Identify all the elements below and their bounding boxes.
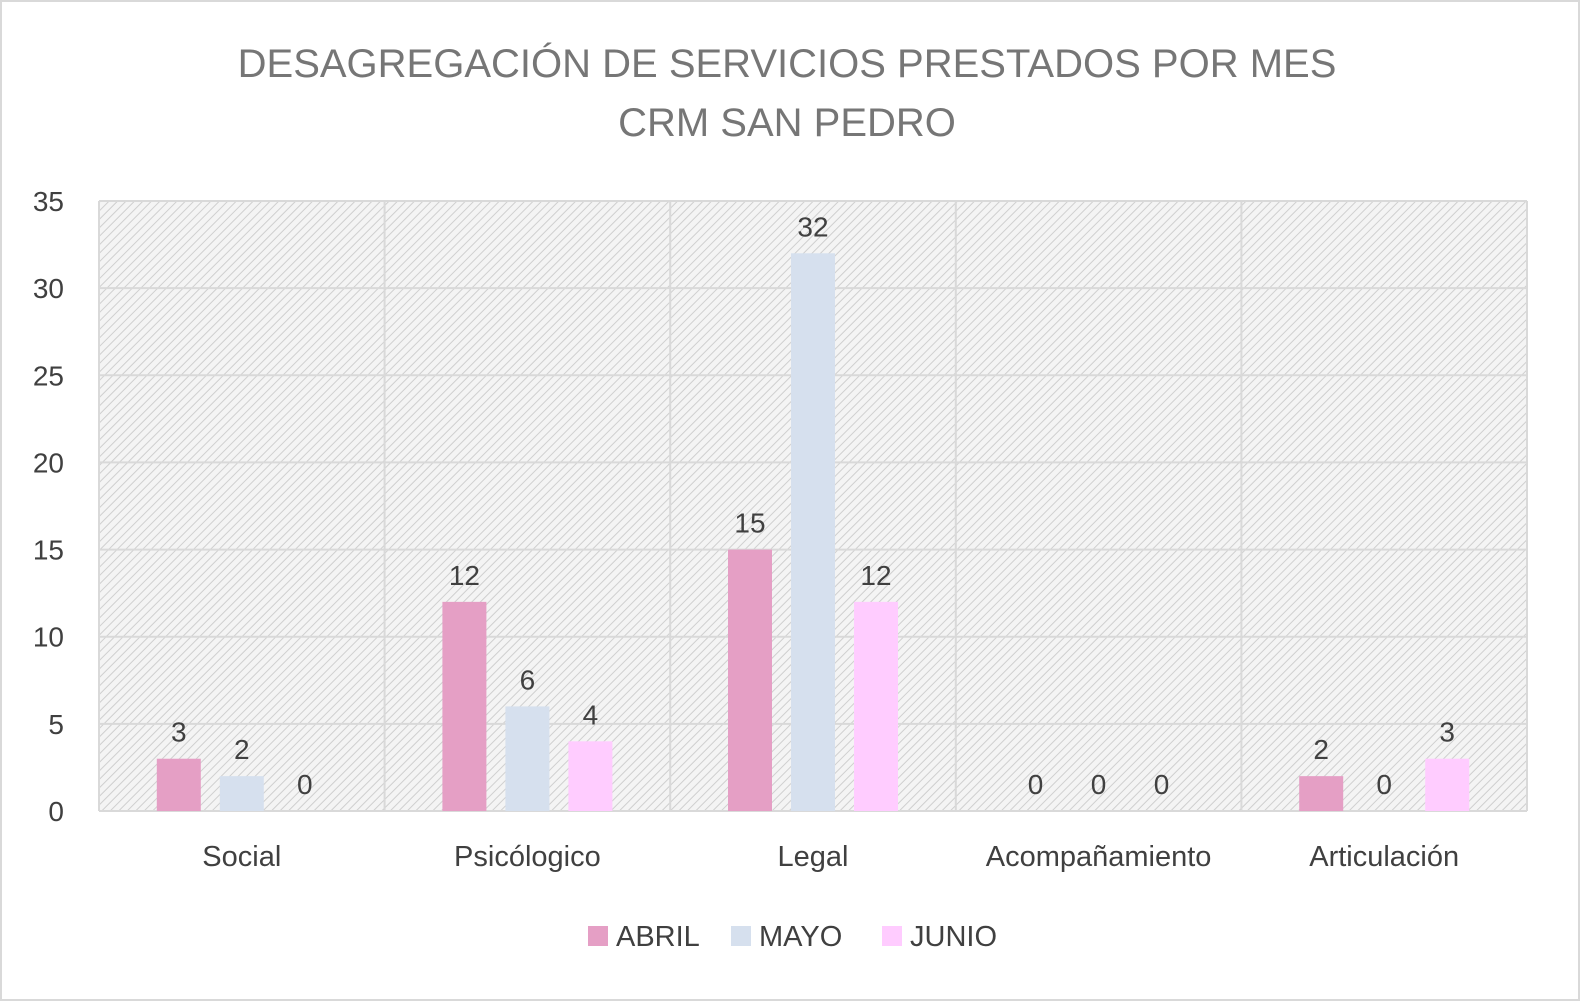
chart-title-line-1: DESAGREGACIÓN DE SERVICIOS PRESTADOS POR… [238,41,1337,86]
category-label: Psicólogico [454,841,601,873]
y-axis: 0 5 10 15 20 25 30 35 [33,186,64,827]
bar-abril [1299,776,1344,811]
y-tick-label: 0 [48,796,64,827]
x-axis: Social Psicólogico Legal Acompañamiento Arti… [202,841,1459,873]
y-tick-label: 20 [33,447,64,478]
bar-junio [854,601,898,811]
category-label: Acompañamiento [986,841,1212,873]
data-label: 0 [1028,769,1044,800]
legend-swatch [882,926,902,946]
legend-swatch [588,926,608,946]
bar-abril [156,758,201,811]
category-label: Articulación [1309,841,1459,873]
y-tick-label: 15 [33,535,64,566]
data-label: 0 [1154,769,1170,800]
bar-mayo [219,776,264,811]
bar-abril [728,549,772,811]
legend-label: MAYO [759,921,842,953]
category-label: Legal [778,841,849,873]
legend: ABRIL MAYO JUNIO [588,921,997,953]
category-label: Social [202,841,281,873]
data-label: 32 [797,211,828,242]
data-label: 4 [583,699,599,730]
chart-title-line-2: CRM SAN PEDRO [618,101,956,145]
data-label: 2 [234,734,250,765]
data-label: 0 [1376,769,1392,800]
y-tick-label: 5 [48,709,64,740]
y-tick-label: 30 [33,273,64,304]
data-label: 2 [1313,734,1329,765]
bar-abril [442,601,487,811]
bar-junio [1425,758,1470,811]
bar-mayo [505,706,550,811]
y-tick-label: 25 [33,360,64,391]
legend-label: JUNIO [910,921,997,953]
data-label: 12 [449,560,480,591]
legend-label: ABRIL [616,921,700,953]
data-label: 12 [860,560,891,591]
y-tick-label: 10 [33,622,64,653]
bar-mayo [791,253,835,812]
data-label: 15 [734,508,765,539]
bar-junio [568,741,613,811]
bars [156,253,1470,812]
data-label: 3 [171,717,187,748]
y-tick-label: 35 [33,186,64,217]
data-label: 0 [297,769,313,800]
data-label: 0 [1091,769,1107,800]
data-label: 3 [1439,717,1455,748]
legend-swatch [731,926,751,946]
data-label: 6 [520,664,536,695]
